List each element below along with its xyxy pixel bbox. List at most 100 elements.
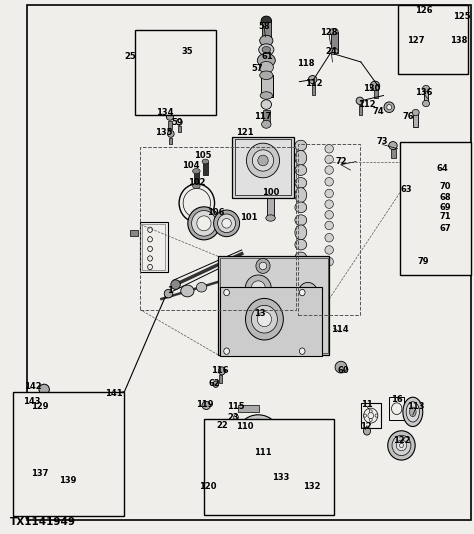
Ellipse shape xyxy=(179,184,215,222)
Text: 105: 105 xyxy=(194,151,212,160)
Bar xyxy=(204,419,334,515)
Ellipse shape xyxy=(236,415,281,460)
Ellipse shape xyxy=(266,215,275,221)
Bar xyxy=(361,403,381,428)
Bar xyxy=(193,171,199,186)
Bar xyxy=(203,162,208,175)
Bar xyxy=(391,149,396,159)
Text: 58: 58 xyxy=(259,22,270,31)
Bar xyxy=(218,256,329,355)
Ellipse shape xyxy=(148,237,153,242)
Text: 113: 113 xyxy=(407,402,424,411)
Ellipse shape xyxy=(389,142,397,150)
Text: 112: 112 xyxy=(358,100,376,109)
Ellipse shape xyxy=(176,119,182,125)
Ellipse shape xyxy=(252,150,273,171)
Ellipse shape xyxy=(295,215,307,225)
Ellipse shape xyxy=(246,481,284,500)
Ellipse shape xyxy=(295,140,307,151)
Bar xyxy=(37,460,43,469)
Ellipse shape xyxy=(329,48,338,54)
Ellipse shape xyxy=(295,262,307,277)
Ellipse shape xyxy=(412,109,419,116)
Text: 64: 64 xyxy=(437,164,448,173)
Ellipse shape xyxy=(148,264,153,270)
Bar xyxy=(219,374,222,382)
Ellipse shape xyxy=(262,46,271,53)
Ellipse shape xyxy=(295,177,307,188)
Text: 122: 122 xyxy=(392,436,410,445)
Bar xyxy=(263,110,270,125)
Bar xyxy=(238,405,259,412)
Bar xyxy=(330,32,337,53)
Text: 112: 112 xyxy=(305,78,322,88)
Ellipse shape xyxy=(325,233,333,242)
Ellipse shape xyxy=(364,427,371,435)
Ellipse shape xyxy=(258,155,268,166)
Ellipse shape xyxy=(28,400,37,409)
Ellipse shape xyxy=(183,189,210,218)
Ellipse shape xyxy=(148,246,153,252)
Text: 12: 12 xyxy=(360,422,372,431)
Ellipse shape xyxy=(325,221,333,230)
Ellipse shape xyxy=(432,9,439,19)
Ellipse shape xyxy=(392,435,411,456)
Text: 63: 63 xyxy=(401,185,412,194)
Ellipse shape xyxy=(257,53,275,67)
Ellipse shape xyxy=(325,200,333,208)
Ellipse shape xyxy=(214,210,239,237)
Bar xyxy=(130,230,138,236)
Ellipse shape xyxy=(427,144,450,154)
Bar xyxy=(184,89,189,98)
Text: 11: 11 xyxy=(361,400,373,409)
Ellipse shape xyxy=(407,19,415,27)
Ellipse shape xyxy=(329,28,338,35)
Bar xyxy=(41,394,48,404)
Text: 127: 127 xyxy=(407,36,424,45)
Ellipse shape xyxy=(262,120,271,128)
Text: 61: 61 xyxy=(262,52,273,61)
Ellipse shape xyxy=(325,177,333,186)
Ellipse shape xyxy=(259,61,273,73)
Text: 22: 22 xyxy=(216,421,228,430)
Ellipse shape xyxy=(422,100,429,107)
Ellipse shape xyxy=(261,100,272,109)
Text: 101: 101 xyxy=(240,214,257,223)
Bar xyxy=(140,147,296,310)
Bar xyxy=(398,5,468,74)
Bar xyxy=(219,258,328,354)
Text: 13: 13 xyxy=(254,309,265,318)
Ellipse shape xyxy=(224,289,229,296)
Ellipse shape xyxy=(295,252,307,263)
Ellipse shape xyxy=(222,218,231,228)
Ellipse shape xyxy=(48,445,55,453)
Ellipse shape xyxy=(260,71,273,80)
Ellipse shape xyxy=(62,460,76,473)
Ellipse shape xyxy=(251,281,265,296)
Text: 136: 136 xyxy=(415,88,432,97)
Text: 68: 68 xyxy=(439,193,451,202)
Ellipse shape xyxy=(300,348,305,355)
Text: 130: 130 xyxy=(363,84,380,93)
Text: 73: 73 xyxy=(377,137,388,146)
Text: 115: 115 xyxy=(227,402,245,411)
Ellipse shape xyxy=(303,287,313,298)
Ellipse shape xyxy=(255,434,262,441)
Bar xyxy=(31,406,36,414)
Bar xyxy=(12,392,124,516)
Text: 24: 24 xyxy=(326,47,337,56)
Ellipse shape xyxy=(356,97,364,105)
Ellipse shape xyxy=(388,431,415,460)
Ellipse shape xyxy=(427,197,442,205)
Ellipse shape xyxy=(325,166,333,174)
Text: 120: 120 xyxy=(199,482,217,491)
Text: 126: 126 xyxy=(415,6,432,15)
Ellipse shape xyxy=(245,424,250,429)
Bar xyxy=(262,22,271,41)
Ellipse shape xyxy=(325,145,333,153)
Ellipse shape xyxy=(39,384,49,395)
Ellipse shape xyxy=(192,168,200,174)
Ellipse shape xyxy=(166,113,173,120)
Bar xyxy=(267,190,274,219)
Ellipse shape xyxy=(37,455,42,460)
